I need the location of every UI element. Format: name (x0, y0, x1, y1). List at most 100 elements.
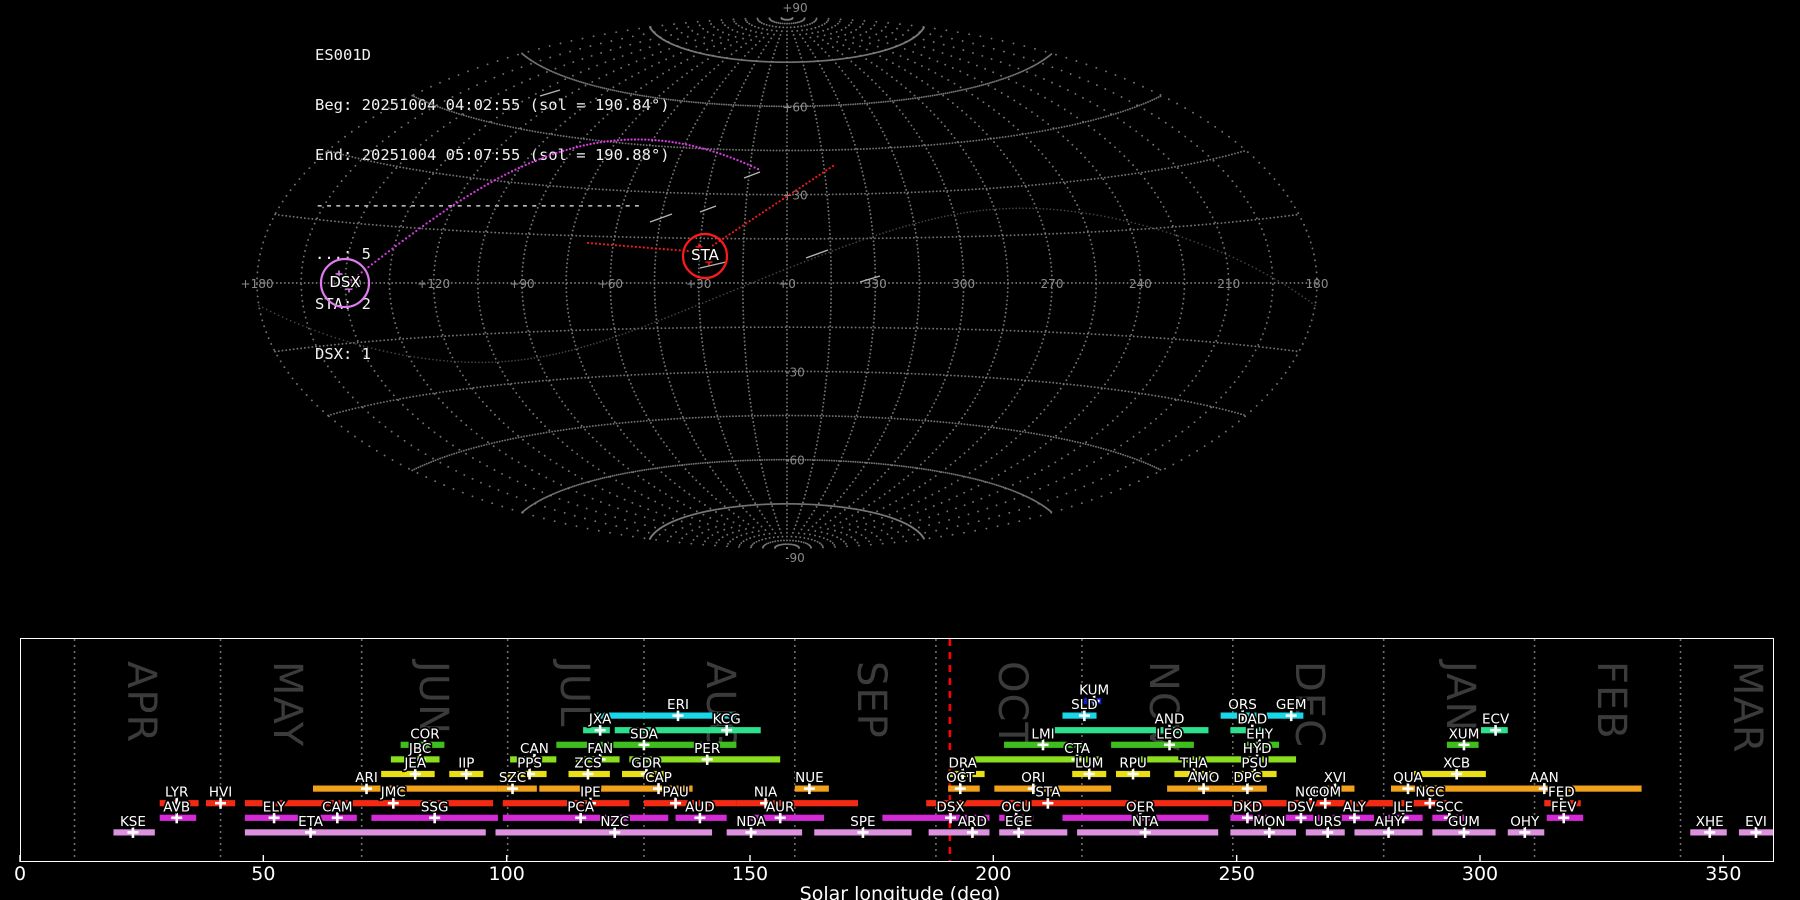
shower-bar[interactable]: LUM (1072, 754, 1107, 780)
shower-code-label: JMC (380, 785, 406, 801)
shower-bar[interactable]: AUD (675, 798, 727, 824)
shower-bar[interactable]: ARD (928, 812, 990, 838)
shower-bar[interactable]: ORI (994, 768, 1112, 795)
shower-bar[interactable]: XCB (1412, 754, 1486, 780)
shower-bar[interactable]: URS (1305, 812, 1345, 838)
shower-bar[interactable]: AAN (1417, 768, 1642, 795)
shower-bar[interactable]: NDA (726, 812, 803, 838)
shower-bar[interactable]: PSU (1237, 754, 1277, 780)
shower-bar[interactable]: OCT (945, 768, 980, 795)
shower-bar[interactable]: ARI (313, 768, 498, 795)
shower-bar[interactable]: RPU (1116, 754, 1151, 780)
shower-bar[interactable]: AVB (159, 798, 197, 824)
shower-bar[interactable]: DSV (1281, 798, 1321, 824)
skymap-lon-label: +120 (417, 277, 450, 291)
shower-bar[interactable]: QUA (1390, 768, 1425, 795)
shower-bar[interactable]: XHE (1690, 812, 1727, 838)
shower-bar[interactable]: EVI (1738, 812, 1773, 838)
shower-bar[interactable]: ERI (595, 695, 737, 722)
shower-bar[interactable]: JBC (390, 739, 440, 765)
shower-bar[interactable]: COM (1257, 783, 1399, 809)
shower-code-label: DSX (936, 799, 964, 815)
shower-activity-timeline: APR MAY JUN JUL AUG SEP OCT NOV DEC JAN FEB MAR KUM E… (20, 638, 1774, 862)
shower-bar[interactable]: ALY (1332, 798, 1374, 824)
shower-bar[interactable]: DRA (947, 754, 985, 780)
shower-bar[interactable]: COR (400, 725, 445, 751)
shower-bar[interactable]: DSX (882, 798, 990, 824)
radiant-marker-sta[interactable]: STA (681, 232, 729, 280)
shower-bar[interactable]: STA (926, 783, 1141, 809)
shower-bar[interactable]: OER (1062, 798, 1209, 824)
shower-bar[interactable]: XUM (1446, 725, 1481, 751)
shower-bar[interactable]: HVI (205, 783, 236, 809)
shower-bar[interactable]: PCA (502, 798, 669, 824)
shower-bar[interactable]: NTA (1077, 812, 1219, 838)
shower-bar[interactable]: FEV (1546, 798, 1584, 824)
shower-code-label: GEM (1276, 697, 1307, 713)
shower-bar[interactable]: AMO (1167, 768, 1253, 795)
shower-bar[interactable]: AND (1052, 710, 1209, 736)
shower-bar[interactable]: CAP (539, 768, 693, 795)
shower-bar[interactable]: EHY (1242, 725, 1280, 751)
shower-bar[interactable]: KSE (113, 812, 155, 838)
shower-bar[interactable]: FED (1544, 783, 1581, 809)
shower-bar[interactable]: OCU (999, 798, 1034, 824)
shower-bar[interactable]: OHY (1507, 812, 1545, 838)
shower-code-label: RPU (1119, 756, 1146, 772)
shower-bar[interactable]: SCC (1432, 798, 1467, 824)
shower-bar[interactable]: NUE (794, 768, 829, 795)
shower-bar[interactable]: FAN (575, 739, 620, 765)
shower-code-label: NDA (736, 814, 766, 830)
shower-bar[interactable]: AHY (1354, 812, 1423, 838)
shower-code-label: OHY (1510, 814, 1540, 830)
shower-bar[interactable]: JLE (1383, 798, 1423, 824)
shower-bar[interactable]: GEM (1266, 695, 1308, 722)
shower-bar[interactable]: ETA (244, 812, 486, 838)
shower-bar[interactable]: DAD (1230, 710, 1269, 736)
shower-bar[interactable]: JEA (381, 754, 435, 780)
shower-bar[interactable]: SZC (497, 768, 537, 795)
shower-bar[interactable]: ELY (244, 798, 306, 824)
shower-bar[interactable]: JXA (583, 710, 614, 736)
shower-bar[interactable]: MON (1230, 812, 1297, 838)
month-label: AUG (697, 661, 743, 752)
shower-bar[interactable]: NCC (1412, 783, 1447, 809)
shower-bar[interactable]: SSG (371, 798, 498, 824)
shower-bar[interactable]: PER (629, 739, 781, 765)
shower-bar[interactable]: SDA (556, 725, 737, 751)
shower-bar[interactable]: KCG (614, 710, 761, 736)
shower-bar[interactable]: LEO (1111, 725, 1194, 751)
shower-bar[interactable]: AUR (746, 798, 824, 824)
shower-bar[interactable]: PAU (643, 783, 737, 809)
shower-bar[interactable]: HYD (1135, 739, 1297, 765)
month-label: OCT (989, 661, 1035, 748)
shower-bar[interactable]: ZCS (568, 754, 610, 780)
shower-bar[interactable]: LYR (159, 783, 199, 809)
shower-bar[interactable]: KUM (1077, 681, 1111, 707)
shower-bar[interactable]: ORS (1220, 695, 1258, 722)
shower-bar[interactable]: NIA (736, 783, 859, 809)
shower-bar[interactable]: GDR (622, 754, 671, 780)
shower-bar[interactable]: CAN (510, 739, 557, 765)
shower-bar[interactable]: DPC (1230, 768, 1267, 795)
shower-code-label: DKD (1233, 799, 1263, 815)
shower-bar[interactable]: LMI (1004, 725, 1087, 751)
shower-bar[interactable]: SLD (1062, 695, 1099, 722)
shower-bar[interactable]: NZC (495, 812, 713, 838)
shower-bar[interactable]: CAM (320, 798, 357, 824)
shower-bar[interactable]: JMC (244, 783, 494, 809)
shower-bar[interactable]: GUM (1432, 812, 1496, 838)
shower-bar[interactable]: IIP (449, 754, 484, 780)
shower-bar[interactable]: CTA (970, 739, 1099, 765)
shower-code-label: ARD (958, 814, 987, 830)
shower-bar[interactable]: SPE (814, 812, 912, 838)
radiant-marker-dsx[interactable]: DSX (319, 257, 371, 309)
shower-bar[interactable]: DKD (1230, 798, 1267, 824)
shower-bar[interactable]: THA (1174, 754, 1214, 780)
shower-bar[interactable]: ECV (1480, 710, 1512, 736)
shower-bar[interactable]: PPS (502, 754, 547, 780)
shower-bar[interactable]: IPE (502, 783, 630, 809)
shower-bar[interactable]: EGE (999, 812, 1068, 838)
shower-bar[interactable]: XVI (1313, 768, 1355, 795)
skymap-lat-label: -30 (785, 365, 805, 379)
